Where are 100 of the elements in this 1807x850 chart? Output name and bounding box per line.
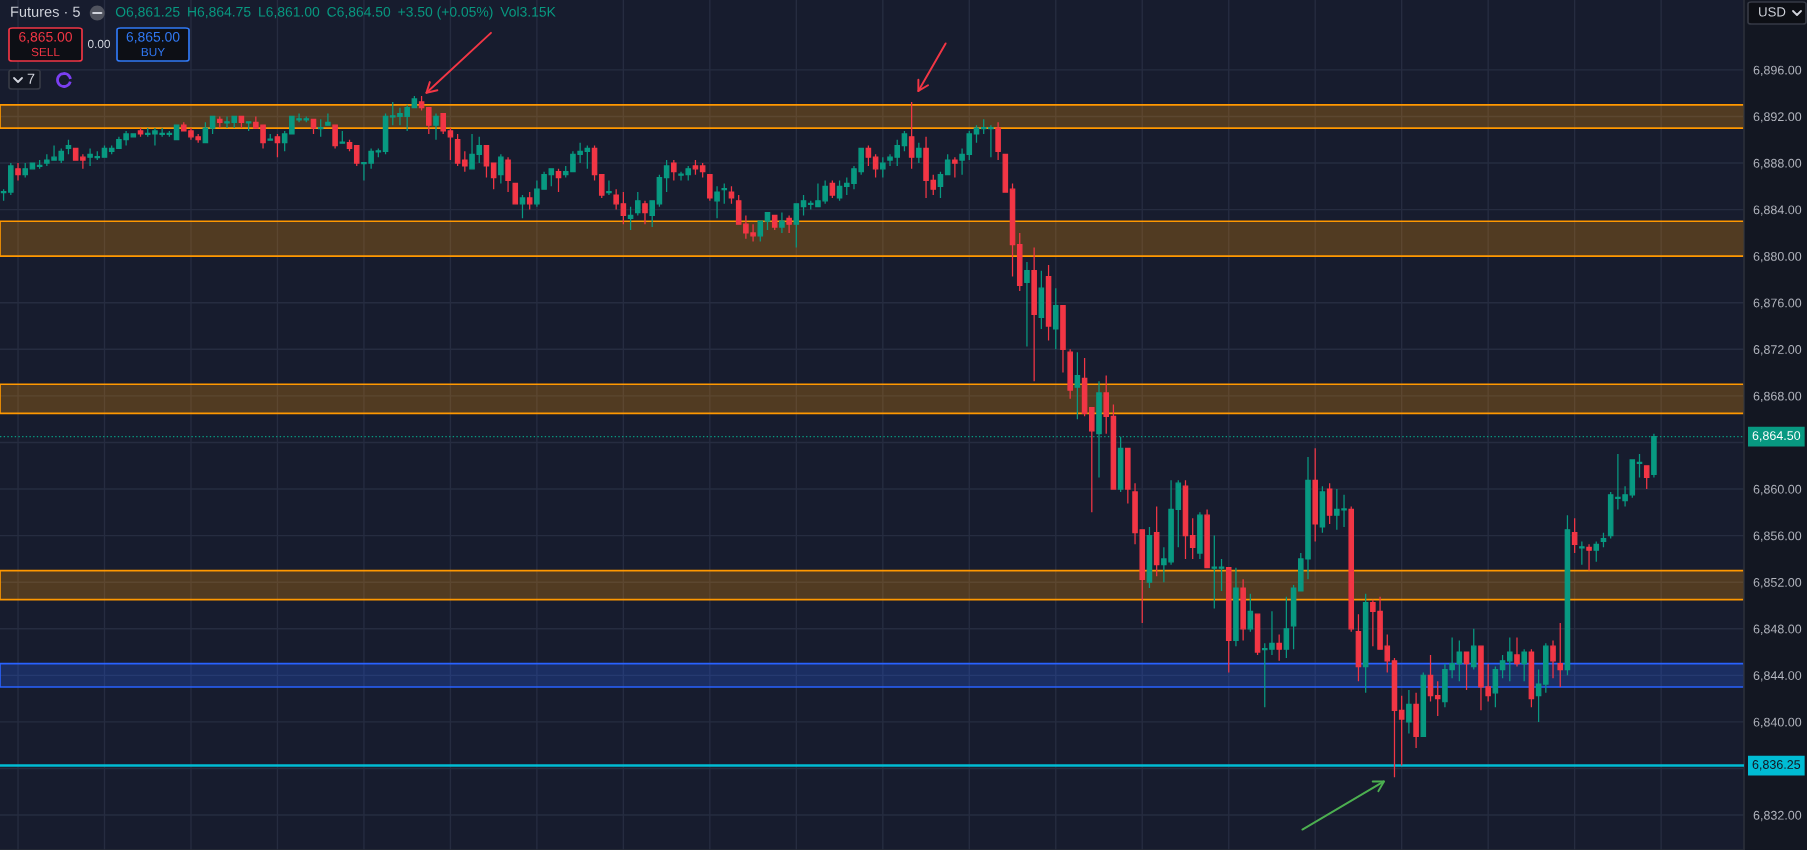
- candlestick: [649, 200, 655, 228]
- candlestick: [80, 153, 86, 170]
- candlestick: [656, 174, 663, 208]
- candlestick: [1593, 540, 1600, 563]
- candlestick: [512, 182, 519, 205]
- annotation: 6,865.00: [19, 31, 72, 44]
- candlestick: [829, 179, 836, 199]
- candlestick: [1031, 246, 1037, 382]
- candlestick: [937, 171, 944, 199]
- candlestick: [1211, 534, 1218, 610]
- candlestick: [1189, 517, 1196, 560]
- candlestick: [800, 194, 807, 217]
- candlestick: [606, 179, 612, 196]
- candlestick: [1420, 671, 1427, 738]
- candlestick: [714, 185, 720, 219]
- annotation: SELL: [31, 47, 60, 57]
- candlestick: [1391, 657, 1398, 778]
- candlestick: [836, 179, 843, 202]
- candlestick: [1197, 511, 1203, 560]
- candlestick: [1204, 508, 1210, 569]
- candlestick: [779, 211, 785, 234]
- candlestick: [1528, 648, 1535, 708]
- candlestick: [1406, 689, 1412, 735]
- candlestick: [1153, 505, 1160, 577]
- candlestick: [310, 118, 317, 135]
- candlestick: [1276, 633, 1282, 662]
- annotation: Vol3.15K: [500, 6, 556, 17]
- y-tick-label: 6,876.00: [1753, 298, 1802, 309]
- candlestick: [426, 107, 432, 135]
- candlestick: [1362, 593, 1369, 694]
- candlestick: [793, 203, 800, 249]
- candlestick: [332, 124, 338, 150]
- candlestick: [663, 159, 670, 193]
- candlestick: [1089, 406, 1095, 513]
- candlestick: [1571, 517, 1578, 554]
- candlestick: [995, 121, 1001, 161]
- candlestick: [1182, 479, 1189, 560]
- candlestick: [1355, 613, 1362, 682]
- candlestick: [281, 130, 288, 152]
- y-tick-label: 6,848.00: [1753, 624, 1802, 635]
- candlestick: [786, 214, 792, 234]
- candlestick: [642, 200, 648, 225]
- annotation: 0.00: [87, 39, 111, 49]
- y-tick-label: 6,856.00: [1753, 531, 1802, 542]
- y-tick-label: 6,888.00: [1753, 158, 1802, 170]
- candlestick: [1218, 558, 1225, 592]
- candlestick: [728, 185, 735, 205]
- candlestick: [137, 127, 144, 138]
- annotation: 6,865.00: [126, 31, 180, 44]
- candlestick: [1564, 514, 1571, 676]
- candlestick: [274, 133, 281, 158]
- annotation: O6,861.25: [115, 6, 180, 19]
- candlestick: [72, 147, 79, 161]
- candlestick: [1499, 654, 1506, 679]
- candlestick: [245, 121, 252, 132]
- candlestick: [1024, 261, 1030, 348]
- candlestick: [1052, 287, 1059, 350]
- candlestick: [346, 139, 353, 152]
- candlestick: [15, 162, 21, 182]
- candlestick: [1413, 692, 1419, 749]
- candlestick: [1146, 526, 1153, 589]
- candlestick: [901, 130, 908, 152]
- chart-title: Futures · 5: [11, 6, 80, 17]
- candlestick: [1240, 578, 1246, 642]
- candlestick: [1002, 153, 1009, 193]
- candlestick: [1600, 532, 1607, 548]
- candlestick: [1579, 540, 1585, 566]
- candlestick: [1326, 482, 1333, 525]
- annotation: +3.50 (+0.05%): [398, 6, 493, 20]
- candlestick: [1060, 305, 1066, 374]
- candlestick: [1254, 613, 1261, 656]
- candlestick: [598, 174, 605, 199]
- y-tick-label: 6,880.00: [1753, 251, 1802, 263]
- candlestick: [1456, 639, 1463, 682]
- candlestick: [1470, 628, 1477, 671]
- candlestick: [209, 115, 216, 135]
- candlestick: [1247, 593, 1254, 633]
- candlestick: [699, 162, 706, 179]
- annotation: L6,861.00: [259, 6, 320, 19]
- y-tick-label: 6,840.00: [1753, 717, 1802, 729]
- candlestick: [339, 130, 346, 144]
- ref-line-label: 6,864.50: [1752, 431, 1801, 442]
- candlestick: [1586, 543, 1592, 572]
- y-tick-label: 6,884.00: [1753, 205, 1802, 216]
- candlestick: [1543, 642, 1549, 694]
- candlestick: [498, 153, 504, 185]
- candlestick: [872, 153, 879, 179]
- candlestick: [217, 115, 223, 129]
- candlestick: [908, 101, 915, 170]
- candlestick: [1607, 491, 1614, 540]
- candlestick: [707, 174, 713, 202]
- candlestick: [634, 191, 641, 217]
- candlestick: [483, 144, 490, 179]
- candlestick: [526, 191, 533, 211]
- candlestick: [202, 121, 209, 144]
- candlestick: [382, 112, 389, 155]
- candlestick: [916, 142, 922, 164]
- candlestick: [1081, 357, 1088, 417]
- candlestick: [101, 144, 108, 158]
- candlestick: [1550, 639, 1556, 679]
